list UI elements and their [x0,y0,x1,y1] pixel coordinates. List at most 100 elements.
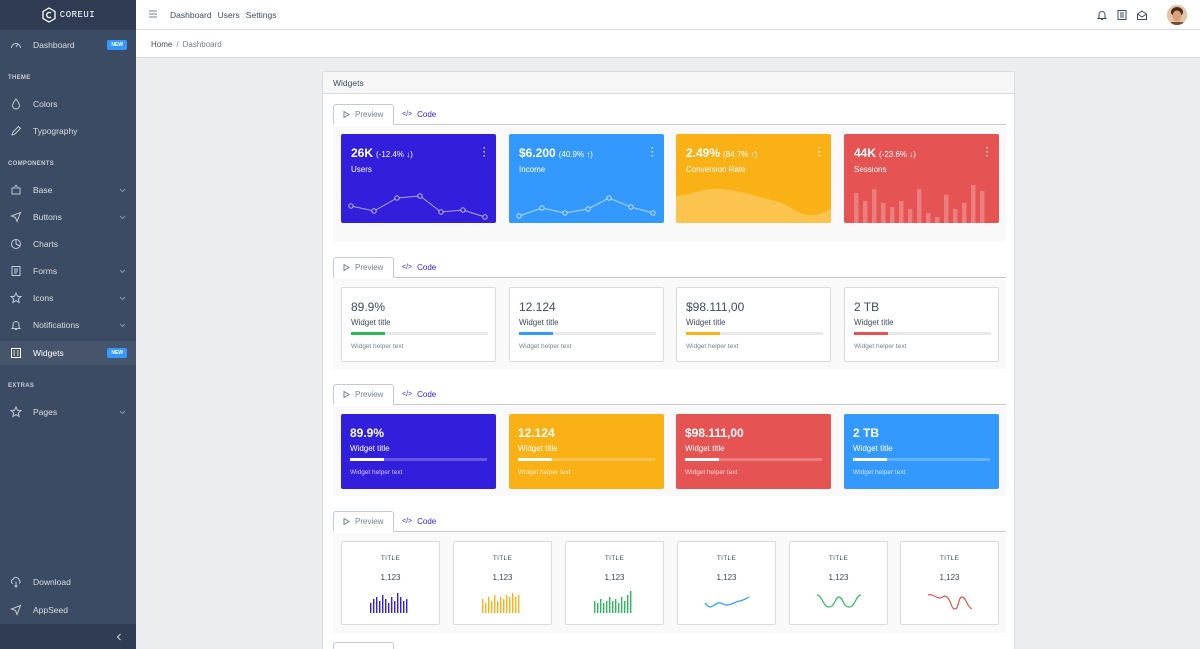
tab-code[interactable]: </> Code [402,104,436,125]
sidebar-item-notifications[interactable]: Notifications [0,313,136,337]
tab-preview[interactable]: Preview [333,104,394,125]
sidebar-item-colors[interactable]: Colors [0,92,136,116]
sidebar-item-pages[interactable]: Pages [0,400,136,424]
sidebar-minimizer[interactable] [0,624,136,649]
send-icon [10,604,22,616]
widget-title: Widget title [686,318,726,327]
sidebar-item-download[interactable]: Download [0,570,136,594]
hamburger-menu-icon[interactable] [148,9,158,19]
widget-value: $98.111,00 [686,300,745,314]
sidebar-item-charts[interactable]: Charts [0,232,136,256]
puzzle-icon [10,184,22,196]
progress-fill [854,332,889,335]
tab-preview-partial[interactable] [333,642,394,649]
widget-helper-text: Widget helper text [853,469,906,476]
more-options-icon[interactable]: · · · [818,143,821,161]
widget-title: Widget title [854,318,894,327]
more-options-icon[interactable]: · · · [483,143,486,161]
widget-value: 2 TB [853,426,880,440]
widget-helper-text: Widget helper text [350,469,403,476]
tab-preview[interactable]: Preview [333,257,394,278]
breadcrumb-home[interactable]: Home [151,40,173,49]
widget-helper-text: Widget helper text [351,343,404,350]
pencil-icon [10,125,22,137]
widgets-section-2: 89.9% Widget title Widget helper text 12… [333,279,1006,369]
widget-sessions: 44K (-23.6% ↓) Sessions · · · [844,134,999,223]
brand[interactable]: COREUI [0,0,136,30]
tab-preview[interactable]: Preview [333,511,394,532]
sidebar-item-label: Download [33,577,71,587]
widget-title: TITLE [604,555,625,562]
header-nav-dashboard[interactable]: Dashboard [170,10,212,20]
sidebar-item-label: Icons [33,293,54,303]
widget-title: Widget title [853,444,893,453]
progress-fill [853,458,888,461]
progress-bar [350,458,487,461]
widgets-section-3: 89.9% Widget title Widget helper text 12… [333,406,1006,496]
sidebar-item-label: Pages [33,407,58,417]
sidebar-item-dashboard[interactable]: Dashboard NEW [0,33,136,57]
tab-preview[interactable]: Preview [333,384,394,405]
widget-value: 1,123 [604,573,625,582]
more-options-icon[interactable]: · · · [986,143,989,161]
list-icon[interactable] [1116,9,1128,21]
progress-bar [351,332,488,335]
avatar[interactable] [1167,5,1187,25]
sidebar-item-buttons[interactable]: Buttons [0,205,136,229]
widget-title: TITLE [380,555,401,562]
widget-helper-text: Widget helper text [685,469,738,476]
widget-value: 12.124 [518,426,555,440]
sidebar-item-forms[interactable]: Forms [0,259,136,283]
sidebar-item-typography[interactable]: Typography [0,119,136,143]
widget-progress-colored: 12.124 Widget title Widget helper text [509,414,664,489]
bell-icon[interactable] [1096,9,1108,21]
sidebar-item-appseed[interactable]: AppSeed [0,598,136,622]
widget-value: 26K (-12.4% ↓) [351,146,413,160]
user-avatar-image [1167,5,1187,25]
sparkline-widget: TITLE 1,123 [341,541,440,625]
progress-bar [519,332,656,335]
sidebar-item-widgets[interactable]: Widgets NEW [0,341,136,365]
sidebar-item-label: Buttons [33,212,62,222]
widget-label: Income [519,165,546,174]
sessions-bar-chart [854,185,985,223]
more-options-icon[interactable]: · · · [651,143,654,161]
sidebar-item-base[interactable]: Base [0,178,136,202]
widget-progress-colored: $98.111,00 Widget title Widget helper te… [676,414,831,489]
widget-value: 2 TB [854,300,880,314]
star-icon [10,406,22,418]
sidebar-item-icons[interactable]: Icons [0,286,136,310]
widget-label: Conversion Rate [686,165,746,174]
chart-pie-icon [10,238,22,250]
progress-fill [519,332,554,335]
widget-change: (-12.4% ↓) [376,150,413,159]
tab-code[interactable]: </> Code [402,257,436,278]
widget-conversion-rate: 2.49% (84.7% ↑) Conversion Rate · · · [676,134,831,223]
sparkline-widget: TITLE 1,123 [565,541,664,625]
widget-label: Sessions [854,165,887,174]
drop-icon [10,98,22,110]
speedometer-icon [10,39,22,51]
coreui-logo-icon [42,7,56,23]
sidebar-item-label: Forms [33,266,58,276]
widget-progress: $98.111,00 Widget title Widget helper te… [676,287,831,362]
progress-bar [518,458,655,461]
widget-progress: 12.124 Widget title Widget helper text [509,287,664,362]
widget-helper-text: Widget helper text [519,343,572,350]
notes-icon [10,265,22,277]
widget-value: 1,123 [492,573,513,582]
code-icon: </> [402,518,413,525]
header-nav-settings[interactable]: Settings [245,10,277,20]
sidebar-item-label: AppSeed [33,605,68,615]
progress-bar [854,332,991,335]
tab-code[interactable]: </> Code [402,384,436,405]
header-nav-users[interactable]: Users [217,10,240,20]
new-badge: NEW [107,40,127,50]
chevron-down-icon [119,296,126,300]
progress-bar [853,458,990,461]
star-icon [10,292,22,304]
envelope-open-icon[interactable] [1136,9,1148,21]
tab-code[interactable]: </> Code [402,511,436,532]
nav-title-theme: THEME [8,75,31,81]
subheader: Home / Dashboard [136,30,1200,58]
